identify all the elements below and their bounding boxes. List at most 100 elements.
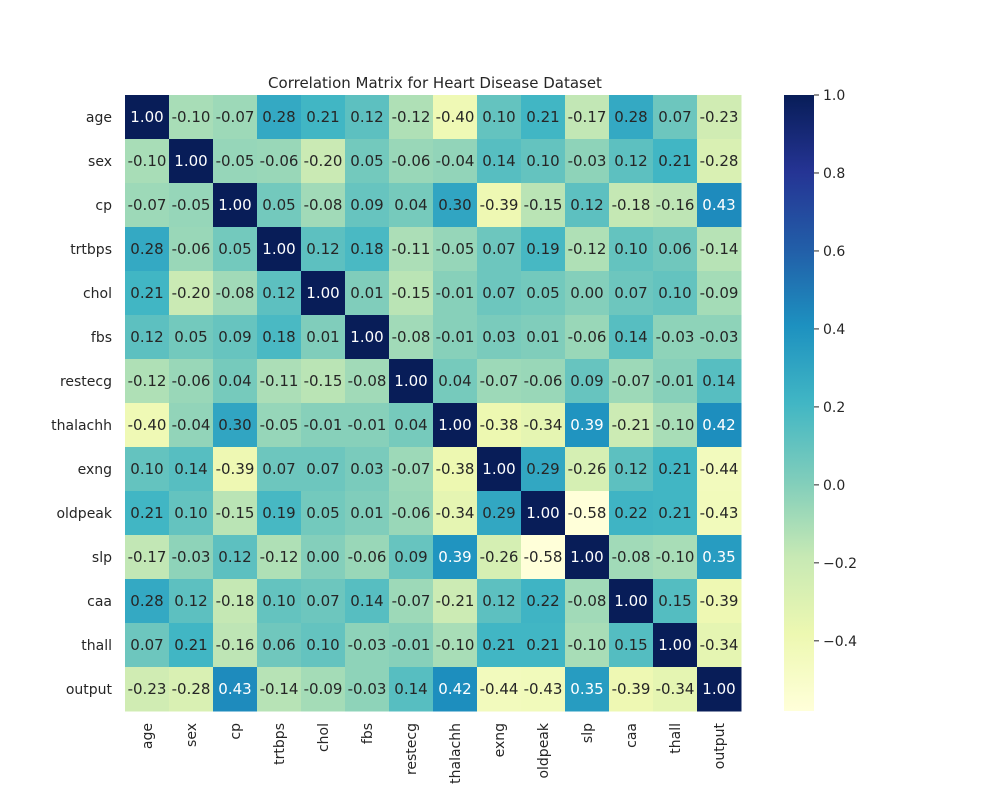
heatmap-cell-exng-oldpeak	[521, 447, 566, 492]
heatmap-cell-chol-fbs	[345, 271, 390, 316]
heatmap-cell-sex-caa	[609, 139, 654, 184]
cell-value-label: 0.04	[394, 416, 427, 434]
heatmap-cell-age-thall	[653, 95, 698, 140]
cell-value-label: 0.00	[306, 548, 339, 566]
heatmap-cell-chol-restecg	[389, 271, 434, 316]
heatmap-cell-restecg-slp	[565, 359, 610, 404]
cell-value-label: -0.10	[656, 416, 695, 434]
heatmap-cell-fbs-chol	[301, 315, 346, 360]
heatmap-cell-caa-sex	[169, 579, 214, 624]
heatmap-cell-exng-restecg	[389, 447, 434, 492]
heatmap-cell-slp-trtbps	[257, 535, 302, 580]
cell-value-label: -0.18	[612, 196, 651, 214]
heatmap-cell-oldpeak-output	[697, 491, 742, 536]
cell-value-label: -0.12	[128, 372, 167, 390]
heatmap-cell-thall-restecg	[389, 623, 434, 668]
chart-title: Correlation Matrix for Heart Disease Dat…	[268, 74, 602, 92]
cell-value-label: 0.01	[306, 328, 339, 346]
cell-value-label: -0.16	[216, 636, 255, 654]
heatmap-cell-thall-trtbps	[257, 623, 302, 668]
cell-value-label: -0.09	[700, 284, 739, 302]
cell-value-label: 0.12	[350, 108, 383, 126]
heatmap-cell-sex-trtbps	[257, 139, 302, 184]
cell-value-label: 0.18	[262, 328, 295, 346]
heatmap-cell-exng-thall	[653, 447, 698, 492]
cell-value-label: -0.26	[480, 548, 519, 566]
cell-value-label: 0.28	[130, 240, 163, 258]
heatmap-cell-restecg-age	[125, 359, 170, 404]
heatmap-cell-chol-thall	[653, 271, 698, 316]
y-tick-label-oldpeak: oldpeak	[56, 506, 112, 522]
cell-value-label: 0.01	[350, 504, 383, 522]
cell-value-label: -0.03	[348, 680, 387, 698]
cell-value-label: 0.18	[350, 240, 383, 258]
heatmap-cell-restecg-output	[697, 359, 742, 404]
cell-value-label: 0.06	[262, 636, 295, 654]
heatmap-cell-restecg-cp	[213, 359, 258, 404]
cell-value-label: -0.06	[524, 372, 563, 390]
heatmap-cell-restecg-restecg	[389, 359, 434, 404]
cell-value-label: 0.14	[174, 460, 207, 478]
cell-value-label: 1.00	[570, 548, 603, 566]
heatmap-cell-slp-cp	[213, 535, 258, 580]
heatmap-cell-slp-slp	[565, 535, 610, 580]
cell-value-label: -0.14	[260, 680, 299, 698]
colorbar-tick-label: −0.2	[823, 556, 857, 572]
heatmap-cell-thalachh-oldpeak	[521, 403, 566, 448]
heatmap-cell-oldpeak-caa	[609, 491, 654, 536]
heatmap-cell-output-thall	[653, 667, 698, 712]
heatmap-cell-caa-output	[697, 579, 742, 624]
cell-value-label: 0.07	[614, 284, 647, 302]
x-tick-label-thall: thall	[668, 723, 684, 754]
cell-value-label: 1.00	[130, 108, 163, 126]
heatmap-cell-fbs-output	[697, 315, 742, 360]
cell-value-label: -0.38	[480, 416, 519, 434]
x-tick-label-sex: sex	[184, 723, 200, 747]
heatmap-cell-thalachh-exng	[477, 403, 522, 448]
heatmap-cell-cp-oldpeak	[521, 183, 566, 228]
heatmap-cell-fbs-caa	[609, 315, 654, 360]
cell-value-label: -0.03	[700, 328, 739, 346]
cell-value-label: 0.07	[482, 284, 515, 302]
colorbar-tick-label: 0.2	[823, 400, 845, 416]
cell-value-label: -0.06	[172, 240, 211, 258]
cell-value-label: -0.44	[700, 460, 739, 478]
heatmap-cell-output-sex	[169, 667, 214, 712]
cell-value-label: 0.30	[218, 416, 251, 434]
heatmap-cell-fbs-trtbps	[257, 315, 302, 360]
colorbar-tick-label: 1.0	[823, 88, 845, 104]
heatmap-cell-cp-exng	[477, 183, 522, 228]
x-tick-label-oldpeak: oldpeak	[536, 722, 552, 778]
cell-value-label: -0.09	[304, 680, 343, 698]
heatmap-cell-cp-slp	[565, 183, 610, 228]
cell-value-label: -0.21	[612, 416, 651, 434]
heatmap-cell-cp-chol	[301, 183, 346, 228]
cell-value-label: -0.10	[656, 548, 695, 566]
cell-value-label: -0.08	[216, 284, 255, 302]
heatmap-cell-age-slp	[565, 95, 610, 140]
cell-value-label: -0.28	[172, 680, 211, 698]
cell-value-label: -0.01	[304, 416, 343, 434]
heatmap-cell-thalachh-cp	[213, 403, 258, 448]
heatmap-cell-chol-oldpeak	[521, 271, 566, 316]
cell-value-label: -0.26	[568, 460, 607, 478]
cell-value-label: 0.12	[218, 548, 251, 566]
heatmap-cell-exng-exng	[477, 447, 522, 492]
heatmap-cell-caa-exng	[477, 579, 522, 624]
x-tick-label-slp: slp	[580, 723, 596, 743]
heatmap-cell-output-output	[697, 667, 742, 712]
heatmap-cell-trtbps-fbs	[345, 227, 390, 272]
heatmap-cell-sex-thalachh	[433, 139, 478, 184]
cell-value-label: -0.04	[172, 416, 211, 434]
cell-value-label: -0.44	[480, 680, 519, 698]
heatmap-cell-output-cp	[213, 667, 258, 712]
cell-value-label: 0.05	[262, 196, 295, 214]
cell-value-label: 0.21	[658, 152, 691, 170]
heatmap-cell-sex-fbs	[345, 139, 390, 184]
cell-value-label: 0.10	[306, 636, 339, 654]
heatmap-cell-cp-fbs	[345, 183, 390, 228]
heatmap-cell-exng-trtbps	[257, 447, 302, 492]
cell-value-label: 0.10	[174, 504, 207, 522]
cell-value-label: -0.39	[480, 196, 519, 214]
